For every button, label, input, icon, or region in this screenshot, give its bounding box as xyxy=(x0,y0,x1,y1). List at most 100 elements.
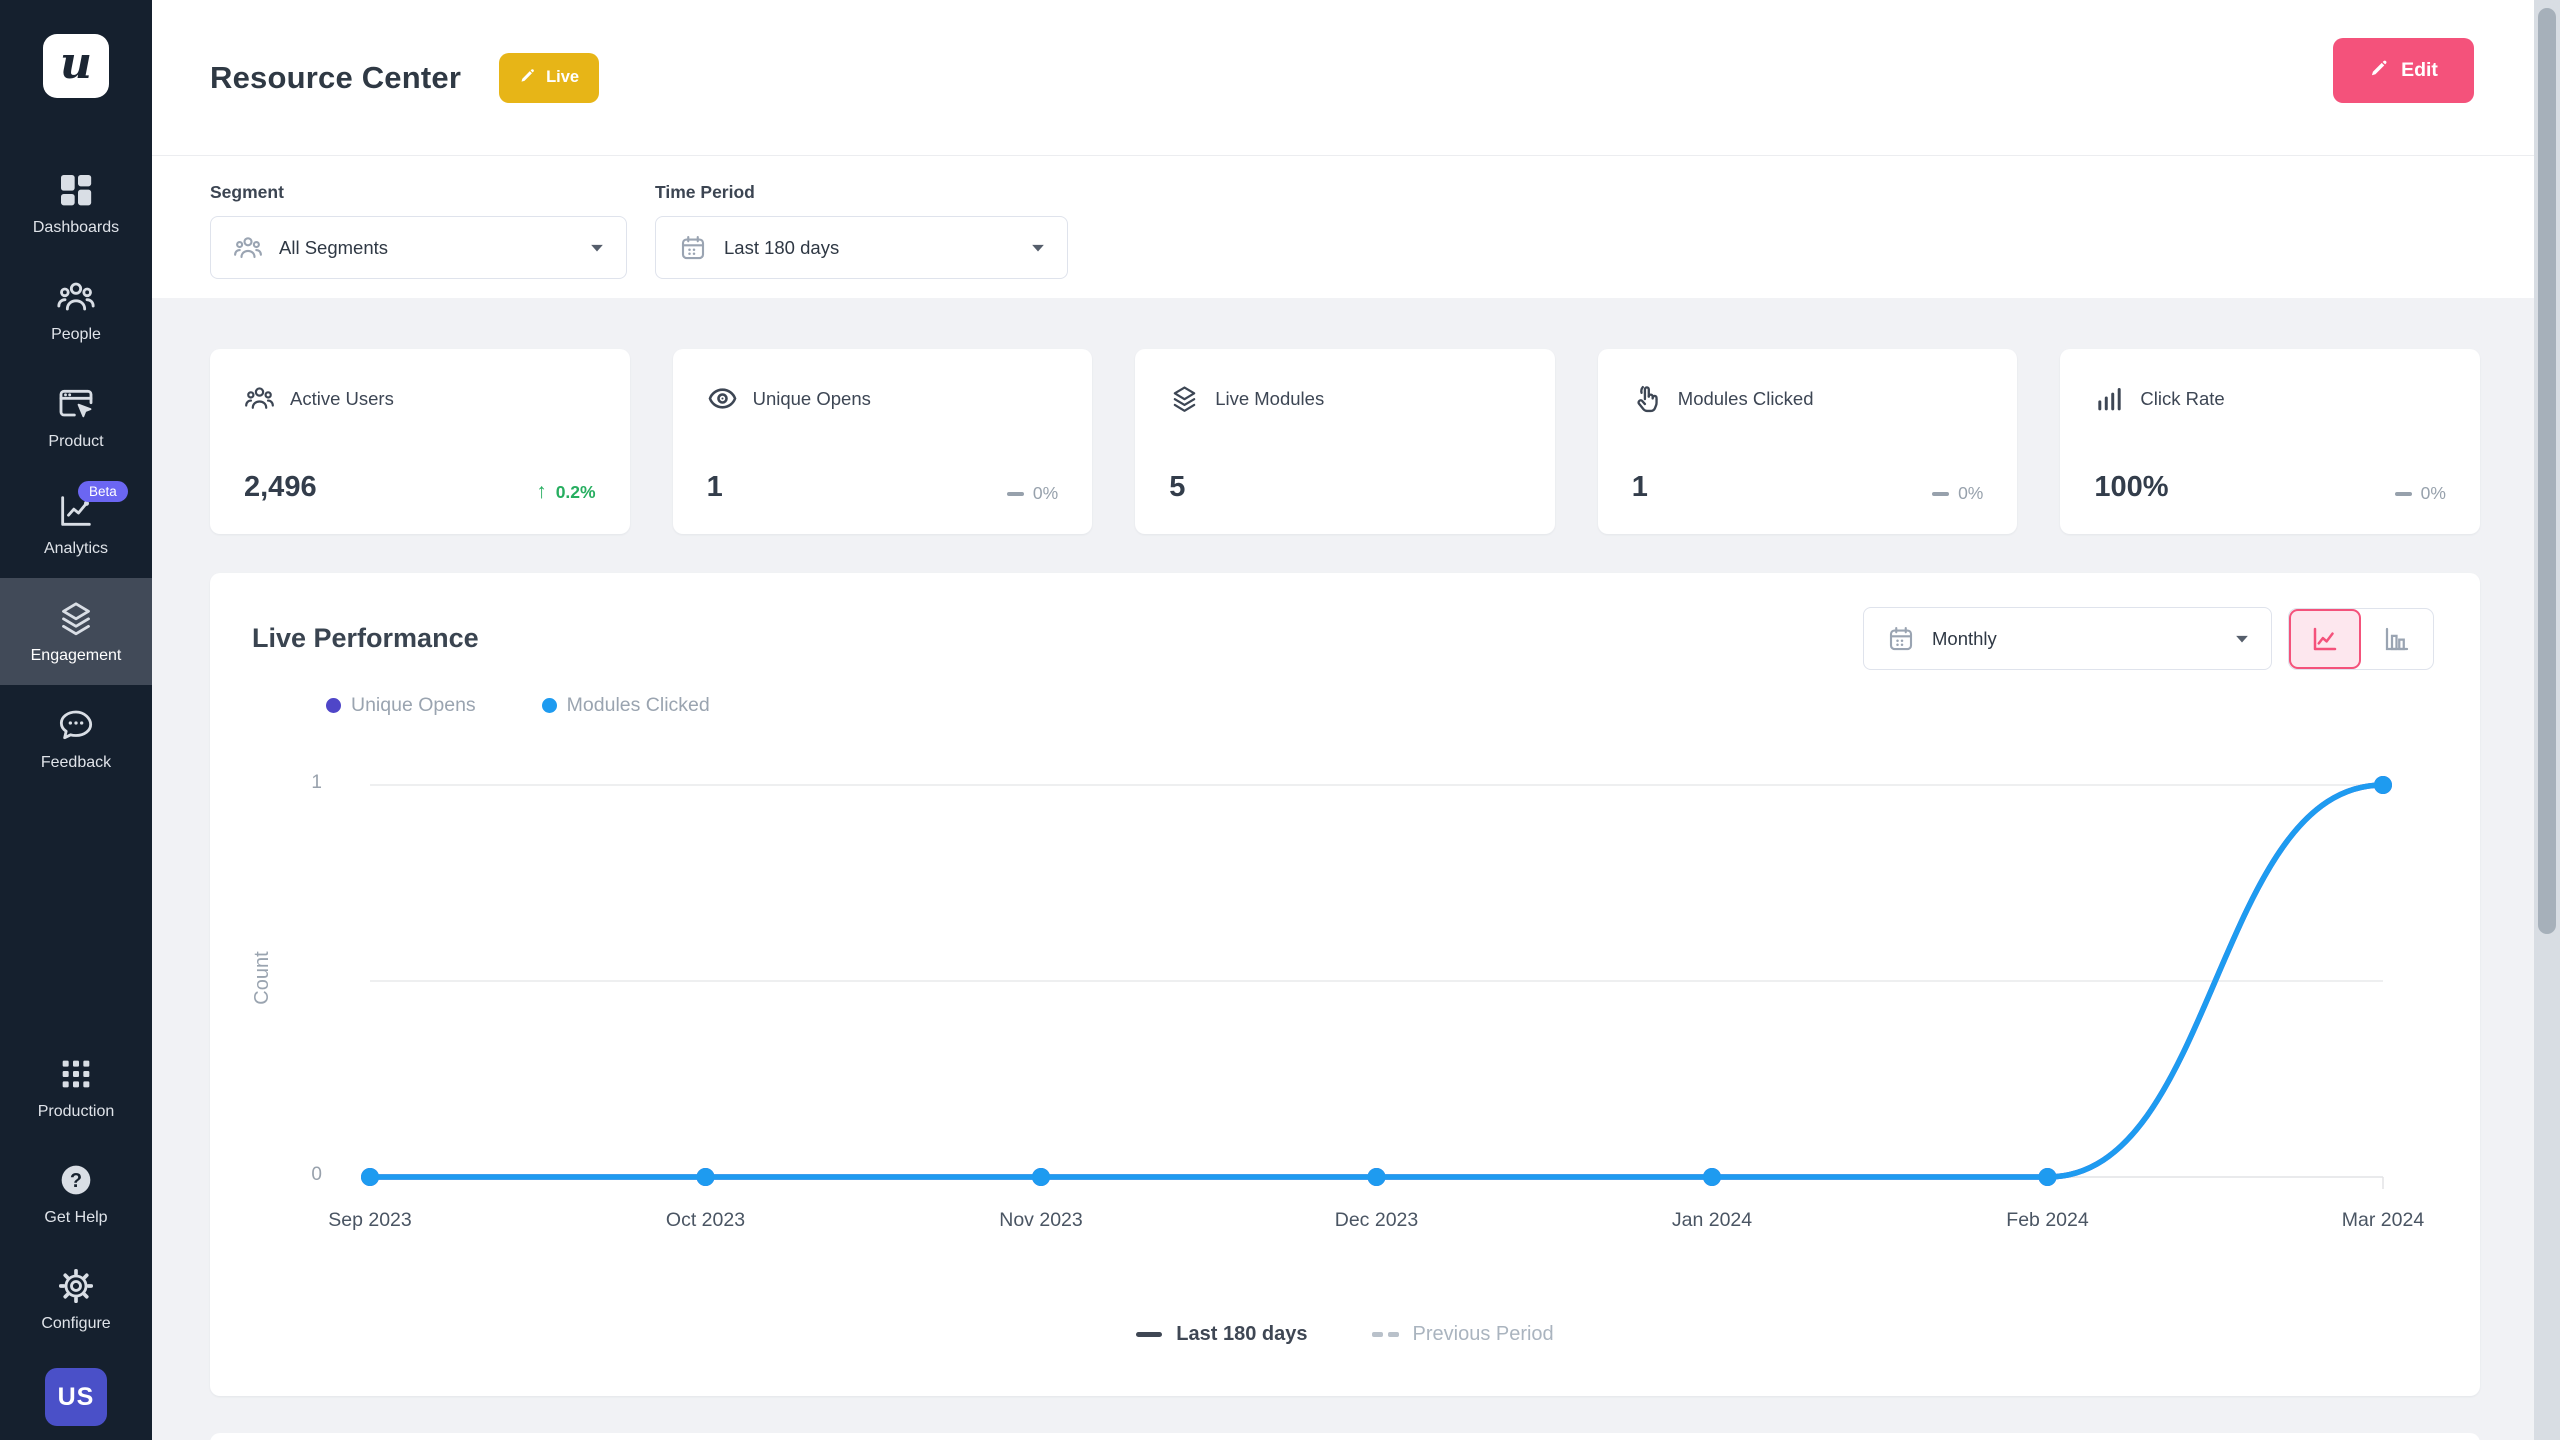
user-avatar[interactable]: US xyxy=(45,1368,107,1426)
period-legend-label: Last 180 days xyxy=(1176,1323,1307,1346)
click-hand-icon xyxy=(1632,383,1663,414)
calendar-icon xyxy=(678,233,708,263)
stat-card-bottom: 2,496 ↑ 0.2% xyxy=(244,471,596,504)
logo-letter: u xyxy=(60,38,92,89)
sidebar-item-people[interactable]: People xyxy=(0,257,152,364)
stat-value: 1 xyxy=(1632,471,1648,504)
sidebar-item-production[interactable]: Production xyxy=(0,1034,152,1140)
kpi-stats-row: Active Users2,496↑0.2%Unique Opens10%Liv… xyxy=(210,349,2480,534)
dashboard-content: Active Users2,496↑0.2%Unique Opens10%Liv… xyxy=(152,298,2560,1440)
stat-value: 5 xyxy=(1169,471,1185,504)
filter-bar: Segment All Segments Time Period Last 18… xyxy=(152,156,2560,298)
stat-delta-value: 0% xyxy=(2421,483,2446,504)
chevron-down-icon xyxy=(590,244,604,252)
stat-card-click-rate: Click Rate 100%0% xyxy=(2060,349,2480,534)
sidebar-bottom-nav: Production ?Get Help Configure xyxy=(0,1034,152,1352)
sidebar-item-label: Dashboards xyxy=(33,219,119,237)
product-window-icon xyxy=(56,384,96,424)
sidebar-item-label: Product xyxy=(48,433,103,451)
period-legend-label: Previous Period xyxy=(1413,1323,1554,1346)
bar-chart-icon xyxy=(2094,383,2125,414)
stat-delta-value: 0% xyxy=(1958,483,1983,504)
stat-delta-value: 0% xyxy=(1033,483,1058,504)
stat-delta-value: 0.2% xyxy=(556,482,596,503)
stat-title: Active Users xyxy=(290,388,394,410)
scrollbar-thumb[interactable] xyxy=(2538,8,2556,934)
stat-card-header: Live Modules xyxy=(1169,383,1521,414)
y-axis-tick-label: 1 xyxy=(250,772,322,794)
app-root: u Dashboards People Product BetaAnalytics En… xyxy=(0,0,2560,1440)
stat-card-header: Active Users xyxy=(244,383,596,414)
dashboard-grid-icon xyxy=(56,170,96,210)
line-chart-toggle-button[interactable] xyxy=(2289,609,2361,669)
layers-icon xyxy=(56,598,96,638)
page-title: Resource Center xyxy=(210,60,461,96)
x-axis-label: Sep 2023 xyxy=(280,1209,460,1232)
sidebar-item-configure[interactable]: Configure xyxy=(0,1246,152,1352)
beta-badge: Beta xyxy=(78,481,128,502)
live-status-badge[interactable]: Live xyxy=(499,53,599,103)
legend-item-unique-opens[interactable]: Unique Opens xyxy=(326,694,476,717)
stat-card-unique-opens: Unique Opens 10% xyxy=(673,349,1093,534)
sidebar-item-analytics[interactable]: BetaAnalytics xyxy=(0,471,152,578)
stat-title: Unique Opens xyxy=(753,388,871,410)
stat-delta: 0% xyxy=(1932,483,1983,504)
stat-delta: ↑ 0.2% xyxy=(536,480,595,504)
sidebar-item-label: Configure xyxy=(41,1315,110,1333)
main-area: Resource Center Live Edit Segment All Se… xyxy=(152,0,2560,1440)
sidebar-item-get-help[interactable]: ?Get Help xyxy=(0,1140,152,1246)
calendar-icon xyxy=(1886,624,1916,654)
dashed-line-swatch xyxy=(1372,1332,1399,1337)
flat-dash-icon xyxy=(2395,492,2412,496)
sidebar-item-label: Production xyxy=(38,1103,115,1121)
stat-delta: 0% xyxy=(1007,483,1058,504)
sidebar-item-dashboards[interactable]: Dashboards xyxy=(0,150,152,257)
legend-dot-icon xyxy=(326,698,341,713)
stat-card-bottom: 5 xyxy=(1169,471,1521,504)
interval-select-value: Monthly xyxy=(1932,628,2219,650)
people-icon xyxy=(56,277,96,317)
stat-value: 2,496 xyxy=(244,471,317,504)
scrollbar-track[interactable] xyxy=(2534,0,2560,1440)
sidebar-item-product[interactable]: Product xyxy=(0,364,152,471)
time-period-select[interactable]: Last 180 days xyxy=(655,216,1068,279)
pencil-icon xyxy=(519,67,536,89)
stat-delta: 0% xyxy=(2395,483,2446,504)
segment-select-value: All Segments xyxy=(279,237,574,259)
edit-button[interactable]: Edit xyxy=(2333,38,2474,103)
performance-line-chart xyxy=(370,771,2383,1191)
stat-card-bottom: 10% xyxy=(707,471,1059,504)
segment-select[interactable]: All Segments xyxy=(210,216,627,279)
chevron-down-icon xyxy=(2235,635,2249,643)
sidebar-item-label: Get Help xyxy=(44,1209,107,1227)
page-header: Resource Center Live Edit xyxy=(152,0,2560,156)
gear-icon xyxy=(56,1266,96,1306)
sidebar-item-feedback[interactable]: Feedback xyxy=(0,685,152,792)
arrow-up-icon: ↑ xyxy=(536,480,547,504)
legend-item-modules-clicked[interactable]: Modules Clicked xyxy=(542,694,710,717)
pencil-icon xyxy=(2369,58,2389,84)
edit-button-label: Edit xyxy=(2401,59,2438,82)
eye-icon xyxy=(707,383,738,414)
interval-select[interactable]: Monthly xyxy=(1863,607,2272,670)
x-axis-label: Oct 2023 xyxy=(616,1209,796,1232)
time-period-select-value: Last 180 days xyxy=(724,237,1015,259)
bar-chart-toggle-button[interactable] xyxy=(2361,609,2433,669)
x-axis-label: Feb 2024 xyxy=(1958,1209,2138,1232)
flat-dash-icon xyxy=(1007,492,1024,496)
app-logo[interactable]: u xyxy=(43,34,109,98)
stat-card-bottom: 100%0% xyxy=(2094,471,2446,504)
sidebar-item-label: People xyxy=(51,326,101,344)
sidebar-item-engagement[interactable]: Engagement xyxy=(0,578,152,685)
stat-title: Live Modules xyxy=(1215,388,1324,410)
people-icon xyxy=(244,383,275,414)
segment-filter-label: Segment xyxy=(210,182,627,203)
legend-label: Modules Clicked xyxy=(567,694,710,717)
series-legend: Unique Opens Modules Clicked xyxy=(326,694,710,717)
sidebar-item-label: Feedback xyxy=(41,754,111,772)
live-performance-card: Live Performance Monthly Unique OpensMod… xyxy=(210,573,2480,1396)
sidebar-item-label: Engagement xyxy=(31,647,122,665)
people-icon xyxy=(233,233,263,263)
x-axis-label: Mar 2024 xyxy=(2293,1209,2473,1232)
stat-title: Click Rate xyxy=(2140,388,2224,410)
